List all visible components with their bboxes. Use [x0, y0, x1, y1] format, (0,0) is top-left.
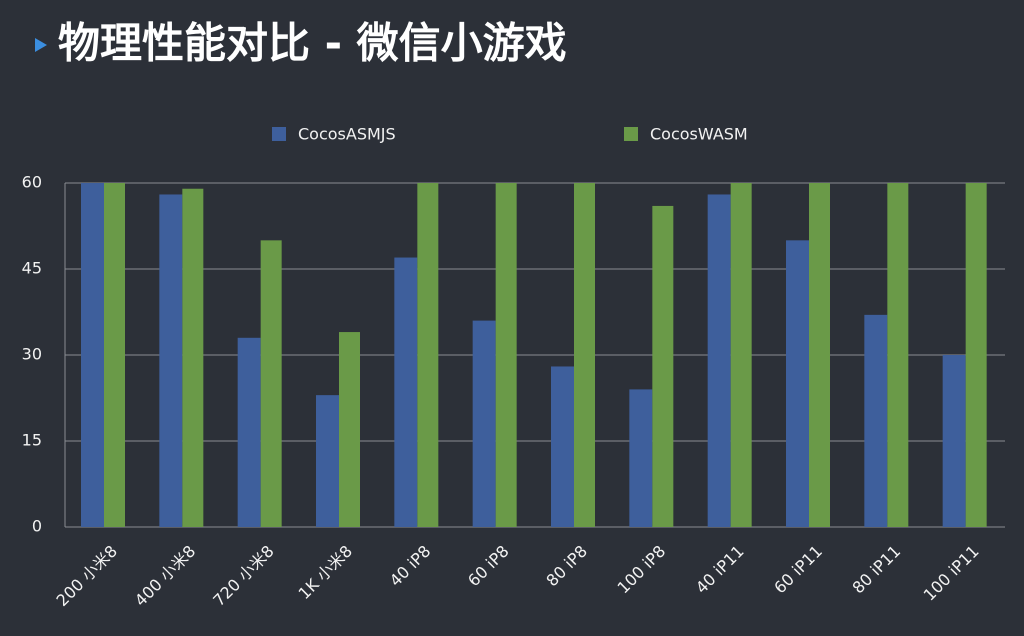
legend-swatch — [624, 127, 638, 141]
chart-title: 物理性能对比 - 微信小游戏 — [58, 19, 567, 68]
bar — [316, 395, 339, 527]
bar — [394, 257, 418, 527]
bar — [574, 183, 595, 527]
bar — [864, 314, 888, 527]
legend-label: CocosASMJS — [298, 125, 396, 144]
bar — [786, 240, 809, 528]
y-tick-label: 45 — [22, 259, 42, 278]
bar — [104, 183, 125, 527]
bar — [965, 183, 987, 527]
bar — [237, 337, 261, 527]
bar — [942, 355, 966, 527]
legend-label: CocosWASM — [650, 125, 748, 144]
bar — [417, 183, 439, 527]
y-tick-label: 0 — [32, 517, 42, 536]
bar — [707, 194, 731, 527]
bar — [159, 194, 183, 527]
bar — [182, 188, 204, 527]
bar — [551, 366, 574, 527]
bar — [81, 183, 104, 527]
y-tick-label: 15 — [22, 431, 42, 450]
bar — [887, 183, 909, 527]
bar — [472, 320, 496, 527]
bar — [652, 205, 674, 527]
y-tick-label: 60 — [22, 173, 42, 192]
legend-swatch — [272, 127, 286, 141]
bar — [339, 332, 360, 527]
bar — [495, 183, 517, 527]
bar — [730, 183, 752, 527]
bar — [260, 240, 282, 528]
bar — [809, 183, 830, 527]
title-marker — [35, 38, 47, 52]
y-tick-label: 30 — [22, 345, 42, 364]
bar — [629, 389, 653, 527]
